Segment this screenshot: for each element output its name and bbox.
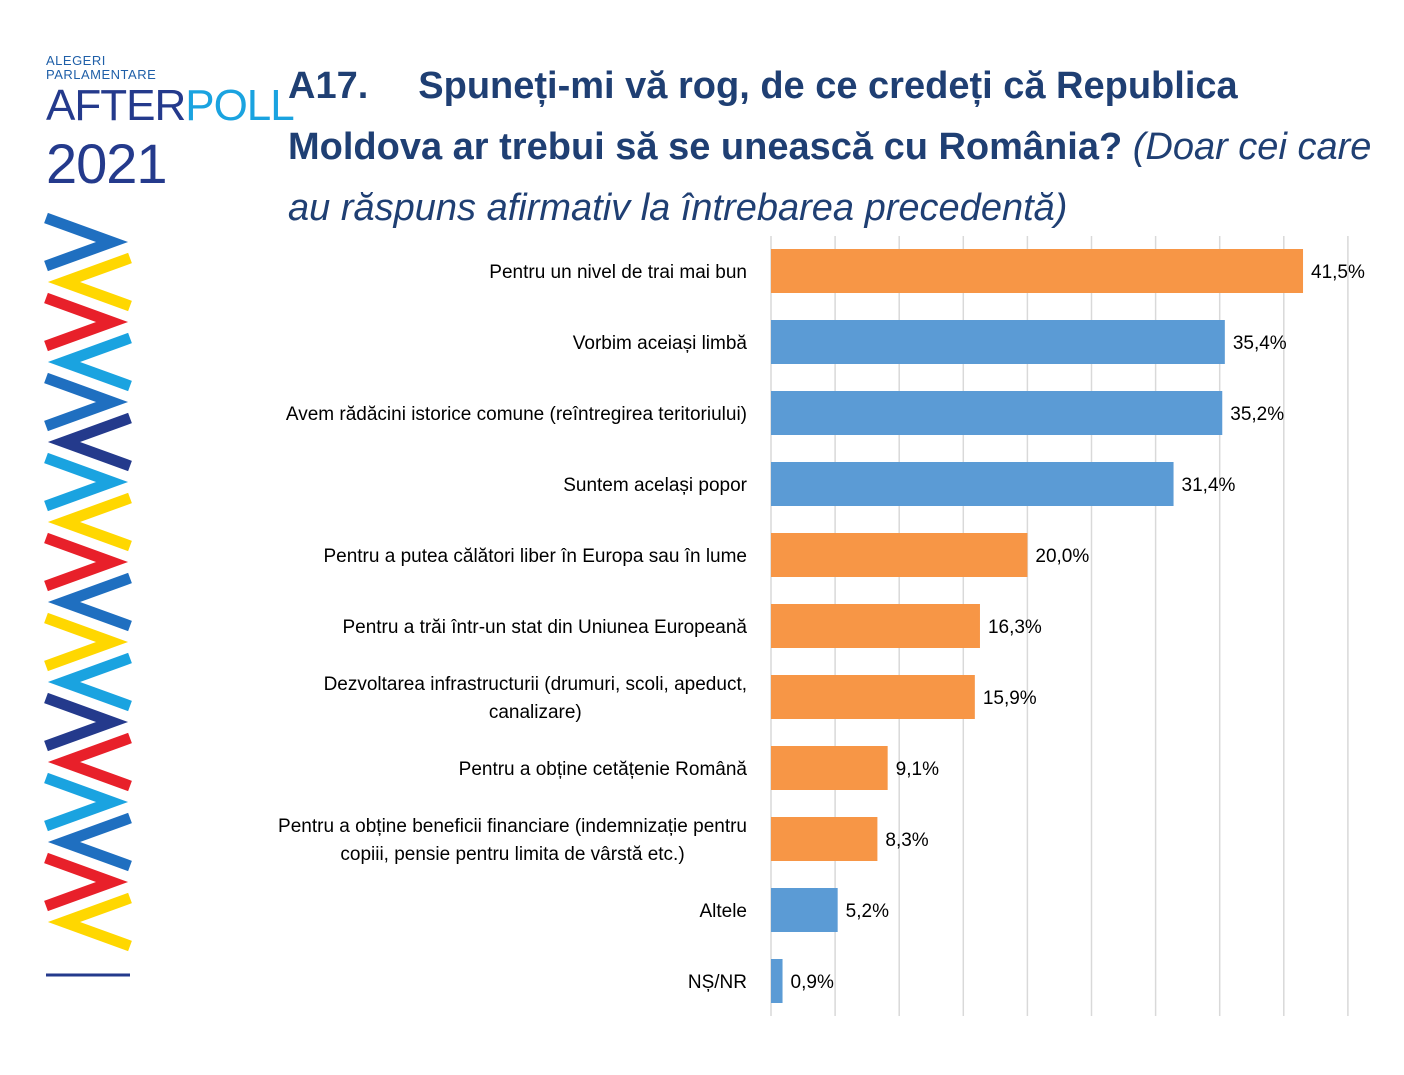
category-label: canalizare) (489, 702, 582, 723)
value-label: 16,3% (988, 617, 1042, 638)
question-note: (Doar cei care au răspuns afirmativ la î… (288, 126, 1372, 229)
value-label: 35,4% (1233, 333, 1287, 354)
category-label: Vorbim aceiași limbă (573, 333, 748, 354)
value-label: 8,3% (885, 830, 928, 851)
category-label: Suntem același popor (563, 475, 747, 496)
category-label: NȘ/NR (688, 972, 747, 993)
value-label: 0,9% (791, 972, 834, 993)
logo-wordmark: AFTERPOLL (46, 81, 295, 130)
value-label: 20,0% (1035, 546, 1089, 567)
category-label: Pentru a obține cetățenie Română (459, 759, 748, 780)
category-label: Pentru a obține beneficii financiare (in… (278, 816, 747, 837)
bar (771, 888, 838, 932)
question-text: Spuneți-mi vă rog, de ce credeți că Repu… (288, 65, 1238, 168)
logo-line-2: PARLAMENTARE (46, 67, 157, 82)
logo-word-after: AFTER (46, 81, 186, 130)
bar (771, 746, 888, 790)
bar (771, 533, 1028, 577)
chart-title: A17. Spuneți-mi vă rog, de ce credeți că … (288, 56, 1388, 239)
bar (771, 817, 878, 861)
question-number: A17. (288, 65, 369, 107)
logo-word-poll: POLL (185, 81, 295, 130)
logo-year: 2021 (46, 132, 168, 195)
bar (771, 959, 783, 1003)
afterpoll-logo: ALEGERI PARLAMENTARE AFTERPOLL 2021 (46, 53, 295, 192)
category-label: Pentru a putea călători liber în Europa … (323, 546, 747, 567)
bar (771, 249, 1304, 293)
bar (771, 462, 1174, 506)
category-label: Pentru un nivel de trai mai bun (489, 262, 747, 283)
bar (771, 604, 980, 648)
value-label: 15,9% (983, 688, 1037, 709)
decorative-chevron-stripes (44, 212, 132, 977)
bar (771, 391, 1223, 435)
logo-line-1: ALEGERI (46, 53, 106, 68)
category-label: Dezvoltarea infrastructurii (drumuri, sc… (324, 674, 747, 695)
category-label: Pentru a trăi într-un stat din Uniunea E… (342, 617, 747, 638)
value-label: 9,1% (896, 759, 939, 780)
bar (771, 675, 975, 719)
value-label: 41,5% (1311, 262, 1365, 283)
category-label: Altele (699, 901, 747, 922)
category-label: copiii, pensie pentru limita de vârstă e… (340, 844, 684, 865)
value-label: 35,2% (1230, 404, 1284, 425)
bar (771, 320, 1225, 364)
category-label: Avem rădăcini istorice comune (reîntregi… (286, 404, 747, 425)
value-label: 5,2% (846, 901, 889, 922)
value-label: 31,4% (1182, 475, 1236, 496)
